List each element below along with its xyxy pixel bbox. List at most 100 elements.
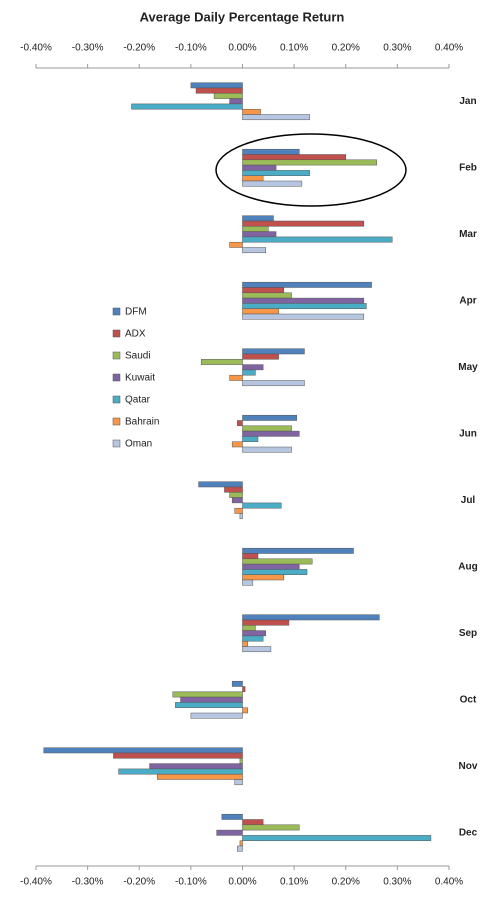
x-tick-label: 0.10% <box>280 877 308 888</box>
category-label: Jul <box>461 495 476 506</box>
legend-label: ADX <box>125 329 146 340</box>
legend-label: Qatar <box>125 395 151 406</box>
bar <box>242 558 313 565</box>
bar <box>242 446 292 453</box>
bar <box>198 481 243 488</box>
x-tick-label: 0.40% <box>435 43 463 54</box>
bar <box>242 159 377 166</box>
bar <box>237 845 243 852</box>
bar <box>118 768 243 775</box>
legend-swatch <box>112 395 121 404</box>
bar <box>221 813 243 820</box>
bar <box>149 763 243 770</box>
legend-label: Oman <box>125 439 152 450</box>
bar <box>231 441 243 448</box>
category-label: Oct <box>460 694 477 705</box>
x-tick-label: 0.20% <box>332 877 360 888</box>
x-tick-label: -0.30% <box>72 43 104 54</box>
category-label: Jan <box>459 96 476 107</box>
bar <box>242 436 259 442</box>
category-label: Dec <box>459 827 478 838</box>
bar <box>242 114 310 121</box>
x-tick-label: -0.20% <box>123 43 155 54</box>
x-tick-label: -0.10% <box>175 43 207 54</box>
legend-label: Kuwait <box>125 373 155 384</box>
legend-swatch <box>112 417 121 426</box>
category-label: Sep <box>459 628 477 639</box>
chart-title: Average Daily Percentage Return <box>140 9 345 24</box>
bar <box>234 507 243 514</box>
bar <box>242 281 372 288</box>
bar <box>242 414 297 421</box>
bar <box>131 103 243 110</box>
bar <box>190 712 243 719</box>
bar <box>237 420 243 427</box>
bar <box>216 829 243 836</box>
bar <box>242 640 248 647</box>
bar <box>242 226 269 232</box>
x-tick-label: -0.10% <box>175 877 207 888</box>
bar <box>242 630 266 637</box>
category-label: Aug <box>458 561 477 572</box>
bar <box>231 497 243 504</box>
bar <box>242 430 300 437</box>
bar <box>242 154 346 161</box>
bar <box>190 82 243 89</box>
bar <box>239 513 243 520</box>
bar <box>242 686 246 693</box>
bar <box>239 840 243 847</box>
legend-label: DFM <box>125 307 147 318</box>
bar <box>242 247 266 254</box>
category-label: Feb <box>459 162 477 173</box>
bar <box>242 574 285 581</box>
category-label: Mar <box>459 229 477 240</box>
bar <box>242 364 264 371</box>
legend-label: Saudi <box>125 351 151 362</box>
bar <box>242 236 393 243</box>
bar <box>239 758 243 764</box>
legend-swatch <box>112 439 121 448</box>
bar <box>242 614 380 621</box>
bar <box>242 180 303 187</box>
bar <box>231 680 243 687</box>
bar <box>242 164 277 171</box>
bar <box>242 353 279 360</box>
bar <box>242 569 308 575</box>
legend-swatch <box>112 307 121 316</box>
x-tick-label: 0.10% <box>280 43 308 54</box>
x-tick-label: 0.30% <box>383 877 411 888</box>
bar <box>242 835 432 841</box>
bar <box>43 747 243 754</box>
x-tick-label: -0.40% <box>20 43 52 54</box>
bar <box>242 553 259 560</box>
legend-swatch <box>112 329 121 338</box>
bar <box>242 369 256 376</box>
bar <box>242 175 264 182</box>
category-label: Apr <box>459 295 476 306</box>
bar <box>175 702 243 708</box>
x-tick-label: 0.30% <box>383 43 411 54</box>
bar <box>242 148 300 155</box>
category-label: May <box>458 362 478 373</box>
bar <box>242 303 367 309</box>
x-tick-label: 0.40% <box>435 877 463 888</box>
bar <box>242 824 300 831</box>
category-label: Nov <box>459 761 478 772</box>
x-tick-label: -0.20% <box>123 877 155 888</box>
bar <box>242 292 292 299</box>
bar <box>234 779 243 786</box>
bar <box>242 287 285 294</box>
bar <box>229 492 243 498</box>
bar <box>224 486 243 493</box>
bar <box>195 87 243 94</box>
bar <box>229 98 243 105</box>
bar <box>242 707 248 714</box>
bar <box>180 696 243 703</box>
annotation-ellipse <box>215 133 407 207</box>
x-tick-label: 0.00% <box>228 877 256 888</box>
bar <box>242 108 261 115</box>
bar <box>229 241 243 248</box>
bar <box>242 380 305 387</box>
bar <box>242 215 274 222</box>
